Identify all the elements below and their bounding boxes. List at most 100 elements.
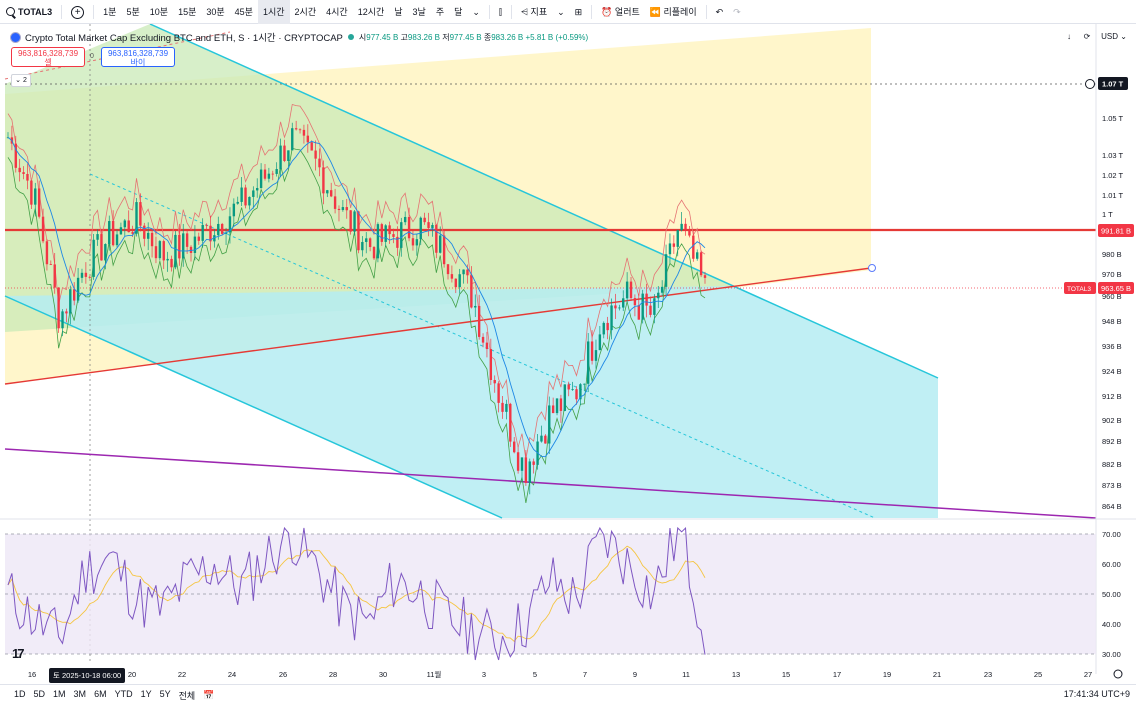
candle: [302, 129, 306, 136]
candle: [80, 272, 84, 278]
candle: [217, 223, 220, 236]
sell-button[interactable]: 963,816,328,739 셀: [11, 47, 85, 67]
download-button[interactable]: ↓: [1062, 30, 1076, 44]
candle: [174, 234, 177, 268]
candle: [139, 202, 142, 226]
candle-series: [6, 120, 707, 495]
y-tick-label: 1.02 T: [1102, 171, 1124, 180]
undo-button[interactable]: ↶: [711, 0, 729, 24]
interval-button[interactable]: 달: [454, 6, 463, 17]
candle: [209, 225, 212, 242]
interval-button[interactable]: 10분: [149, 6, 169, 17]
candle: [575, 389, 578, 400]
refresh-button[interactable]: ⟳: [1080, 30, 1094, 44]
range-button[interactable]: 3M: [73, 688, 87, 699]
replay-button[interactable]: ⏪ 리플레이: [645, 0, 702, 24]
candle: [100, 234, 103, 261]
candle: [548, 405, 551, 444]
candle: [248, 196, 251, 206]
arrow-down-icon: ↓: [1067, 32, 1071, 41]
plus-icon: +: [71, 6, 85, 19]
layout-button[interactable]: ⊞: [570, 0, 588, 24]
interval-button[interactable]: 1시간: [257, 0, 290, 24]
interval-button[interactable]: 주: [435, 6, 445, 17]
candle: [365, 238, 368, 242]
channel-mid-zone: [5, 24, 735, 332]
candle: [696, 252, 699, 259]
candle: [45, 241, 49, 265]
range-button[interactable]: 6M: [94, 688, 107, 699]
candle: [34, 188, 37, 205]
x-tick-label: 11: [682, 670, 690, 679]
candle: [65, 311, 68, 314]
candle: [520, 457, 524, 471]
candle: [30, 180, 33, 205]
y-tick-label: 892 B: [1102, 437, 1122, 446]
collapse-indicators-button[interactable]: ⌄ 2: [11, 74, 31, 87]
range-button[interactable]: 1D: [14, 688, 26, 699]
candle: [178, 234, 181, 259]
close-value: 983.26 B: [491, 32, 524, 42]
candle: [684, 223, 687, 231]
candle: [481, 336, 485, 343]
interval-button[interactable]: 45분: [234, 6, 253, 17]
range-button[interactable]: 전체: [178, 690, 196, 701]
symbol-search[interactable]: TOTAL3: [0, 0, 57, 24]
goto-date-button[interactable]: 📅: [199, 690, 218, 701]
candle: [345, 207, 348, 211]
candle: [509, 403, 512, 442]
ohlc-values: 시977.45 B 고983.26 B 저977.45 B 종983.26 B …: [359, 32, 588, 43]
candle: [649, 305, 652, 315]
replay-label: 리플레이: [663, 6, 697, 17]
range-button[interactable]: 5D: [33, 688, 46, 699]
range-button[interactable]: 5Y: [159, 688, 171, 699]
interval-button[interactable]: 30분: [206, 6, 225, 17]
interval-button[interactable]: 3날: [412, 6, 426, 17]
buy-button[interactable]: 963,816,328,739 바이: [101, 47, 175, 67]
candle: [201, 224, 204, 241]
interval-button[interactable]: 2시간: [294, 6, 317, 17]
interval-button[interactable]: 15분: [178, 6, 197, 17]
x-tick-label: 11월: [427, 669, 442, 679]
candle: [96, 234, 99, 240]
interval-button[interactable]: 12시간: [357, 6, 385, 17]
candle: [314, 150, 317, 159]
candle: [688, 230, 691, 236]
candle: [310, 142, 313, 151]
interval-button[interactable]: 4시간: [326, 6, 348, 17]
candle: [256, 188, 259, 191]
x-tick-label: 15: [782, 670, 790, 679]
alert-button[interactable]: ⏰ 얼러트: [596, 0, 645, 24]
range-button[interactable]: 1Y: [140, 688, 152, 699]
interval-button[interactable]: 5분: [126, 6, 140, 17]
candle: [384, 225, 387, 242]
range-button[interactable]: YTD: [114, 688, 133, 699]
candle: [427, 222, 430, 229]
indicators-dropdown[interactable]: ⌄: [557, 6, 565, 17]
interval-dropdown[interactable]: ⌄: [472, 6, 480, 17]
candle: [37, 188, 41, 217]
indicators-icon: ⩤: [520, 6, 531, 17]
range-button[interactable]: 1M: [53, 688, 66, 699]
compare-button[interactable]: +: [66, 0, 89, 24]
candle: [559, 398, 563, 411]
symbol-tag-text: TOTAL3: [1067, 286, 1091, 293]
price-label-bg: [1098, 282, 1134, 294]
support-trend-line: [4, 267, 872, 385]
indicators-button[interactable]: ⩤ 지표: [516, 0, 552, 24]
candle: [618, 307, 621, 309]
redo-button[interactable]: ↷: [728, 0, 746, 24]
interval-button[interactable]: 날: [394, 6, 403, 17]
price-label-bg: [1098, 224, 1134, 237]
candle: [158, 241, 162, 259]
y-tick-label: 1.03 T: [1102, 151, 1124, 160]
candle: [567, 384, 570, 390]
chart-type-button[interactable]: ⫿: [494, 0, 507, 24]
interval-button[interactable]: 1분: [103, 6, 117, 17]
candle: [680, 223, 683, 231]
currency-select[interactable]: USD ⌄: [1098, 30, 1130, 44]
channel-upper-line: [149, 23, 939, 379]
y-tick-label: 882 B: [1102, 460, 1122, 469]
